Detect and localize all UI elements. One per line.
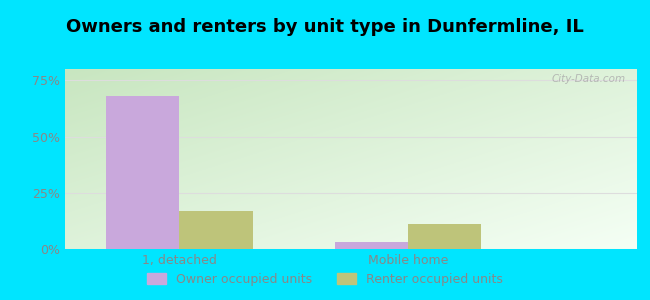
Text: Owners and renters by unit type in Dunfermline, IL: Owners and renters by unit type in Dunfe…	[66, 18, 584, 36]
Bar	[179, 211, 253, 249]
Bar	[106, 96, 179, 249]
Text: City-Data.com: City-Data.com	[551, 74, 625, 84]
Legend: Owner occupied units, Renter occupied units: Owner occupied units, Renter occupied un…	[142, 268, 508, 291]
Bar	[408, 224, 482, 249]
Bar	[335, 242, 408, 249]
